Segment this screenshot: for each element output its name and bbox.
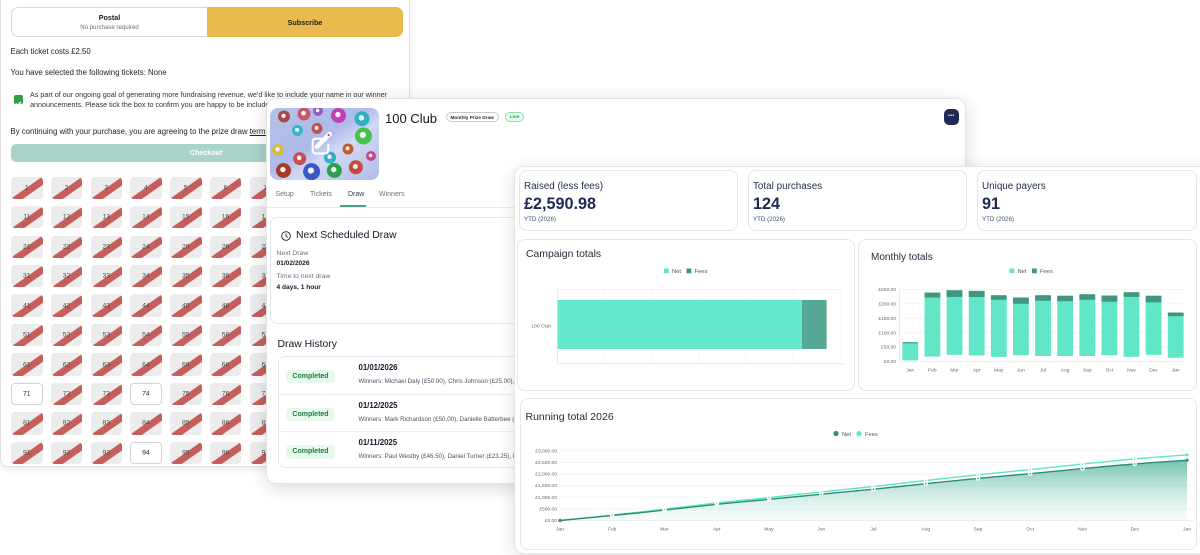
svg-text:£200.00: £200.00: [878, 301, 896, 307]
svg-text:Net: Net: [672, 269, 681, 275]
svg-text:Dec: Dec: [1130, 527, 1139, 533]
svg-text:Jan: Jan: [556, 527, 564, 533]
svg-text:Mar: Mar: [950, 368, 959, 374]
svg-text:Jan: Jan: [1172, 368, 1180, 374]
svg-text:£0.00: £0.00: [884, 359, 897, 365]
svg-text:£50.00: £50.00: [881, 345, 896, 351]
svg-text:£2,500.00: £2,500.00: [535, 460, 557, 466]
svg-text:Nov: Nov: [1127, 368, 1136, 374]
svg-text:Net: Net: [842, 432, 851, 438]
svg-text:Aug: Aug: [1061, 368, 1070, 374]
svg-text:Sep: Sep: [1083, 368, 1092, 374]
svg-text:Fees: Fees: [695, 269, 708, 275]
svg-text:Running total 2026: Running total 2026: [526, 411, 614, 423]
svg-text:Fees: Fees: [1040, 269, 1053, 275]
svg-text:100 Club: 100 Club: [531, 324, 551, 330]
svg-text:£100.00: £100.00: [878, 330, 896, 336]
svg-text:£0.00: £0.00: [545, 518, 558, 524]
svg-text:Aug: Aug: [921, 527, 930, 533]
svg-text:Nov: Nov: [1078, 527, 1087, 533]
svg-text:Campaign totals: Campaign totals: [526, 249, 601, 260]
svg-text:Feb: Feb: [608, 527, 617, 533]
svg-text:£1,000.00: £1,000.00: [535, 495, 557, 501]
svg-text:May: May: [994, 368, 1004, 374]
svg-text:Jan: Jan: [1183, 527, 1191, 533]
svg-text:Apr: Apr: [973, 368, 981, 374]
svg-text:May: May: [764, 527, 774, 533]
svg-text:Monthly totals: Monthly totals: [871, 252, 933, 263]
svg-text:Oct: Oct: [1026, 527, 1034, 533]
svg-text:£2,000.00: £2,000.00: [535, 472, 557, 478]
svg-text:Feb: Feb: [928, 368, 937, 374]
svg-text:Dec: Dec: [1149, 368, 1158, 374]
svg-text:£150.00: £150.00: [878, 316, 896, 322]
svg-text:Apr: Apr: [713, 527, 721, 533]
svg-text:Jun: Jun: [817, 527, 825, 533]
svg-text:Jul: Jul: [1040, 368, 1046, 374]
svg-text:Jun: Jun: [1017, 368, 1025, 374]
svg-text:£250.00: £250.00: [878, 287, 896, 293]
svg-text:Sep: Sep: [974, 527, 983, 533]
svg-text:£500.00: £500.00: [539, 507, 557, 513]
svg-text:£1,500.00: £1,500.00: [535, 483, 557, 489]
svg-text:£3,000.00: £3,000.00: [535, 448, 557, 454]
svg-text:Jul: Jul: [870, 527, 876, 533]
svg-text:Net: Net: [1018, 269, 1027, 275]
svg-text:Fees: Fees: [865, 432, 878, 438]
svg-text:Mar: Mar: [660, 527, 669, 533]
svg-text:Oct: Oct: [1106, 368, 1114, 374]
svg-text:Jan: Jan: [906, 368, 914, 374]
